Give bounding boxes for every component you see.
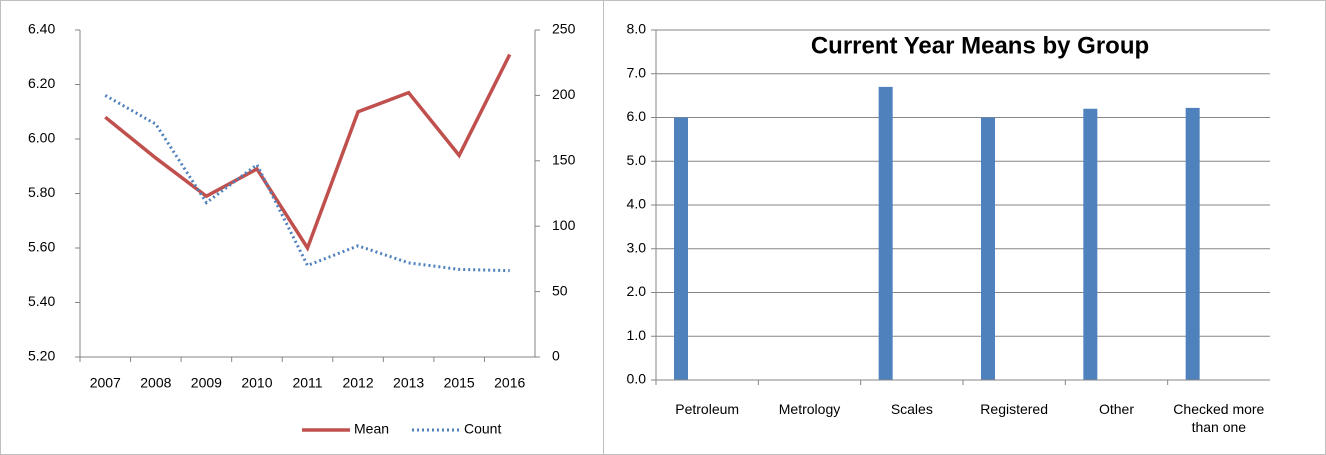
y-tick-label: 6.0 [627, 108, 647, 124]
y-tick-label: 7.0 [627, 64, 647, 80]
y-tick-label: 3.0 [627, 239, 647, 255]
legend-label: Mean [354, 421, 389, 437]
bar [878, 86, 893, 380]
y-tick-label: 8.0 [627, 21, 647, 37]
legend-label: Count [464, 421, 501, 437]
x-tick-label: 2012 [342, 375, 373, 391]
y2-tick-label: 50 [552, 282, 568, 298]
x-tick-label: Other [1098, 401, 1134, 417]
x-tick-label: Checked more than one [1173, 401, 1265, 435]
y2-tick-label: 150 [552, 152, 576, 168]
chart-title: Current Year Means by Group [811, 32, 1149, 59]
bar [981, 117, 995, 380]
y-tick-label: 6.20 [28, 75, 55, 91]
y2-tick-label: 0 [552, 348, 560, 364]
x-tick-label: 2016 [494, 375, 525, 391]
y-tick-label: 5.20 [28, 348, 55, 364]
bar [674, 117, 688, 380]
x-tick-label: 2013 [393, 375, 424, 391]
y2-tick-label: 100 [552, 217, 576, 233]
y-tick-label: 5.0 [627, 152, 647, 168]
y-tick-label: 2.0 [627, 283, 647, 299]
bar [1083, 108, 1098, 380]
x-tick-label: 2009 [191, 375, 222, 391]
x-tick-label: Petroleum [675, 401, 740, 417]
bar [1185, 107, 1200, 380]
series-line [104, 53, 512, 252]
x-tick-label: Metrology [778, 401, 841, 417]
x-tick-label: Registered [980, 401, 1048, 417]
y-tick-label: 6.40 [28, 21, 55, 37]
right-panel [603, 0, 1326, 455]
y-tick-label: 4.0 [627, 196, 647, 212]
y-tick-label: 1.0 [627, 327, 647, 343]
y-tick-label: 6.00 [28, 130, 55, 146]
y-tick-label: 5.40 [28, 293, 55, 309]
x-tick-label: 2011 [292, 375, 322, 391]
x-tick-label: 2015 [444, 375, 475, 391]
y-tick-label: 5.80 [28, 184, 55, 200]
x-tick-label: 2008 [140, 375, 171, 391]
y2-tick-label: 200 [552, 86, 576, 102]
y-tick-label: 5.60 [28, 239, 55, 255]
y-tick-label: 0.0 [627, 371, 647, 387]
x-tick-label: 2007 [90, 375, 121, 391]
y2-tick-label: 250 [552, 21, 576, 37]
x-tick-label: 2010 [241, 375, 272, 391]
x-tick-label: Scales [890, 401, 933, 417]
